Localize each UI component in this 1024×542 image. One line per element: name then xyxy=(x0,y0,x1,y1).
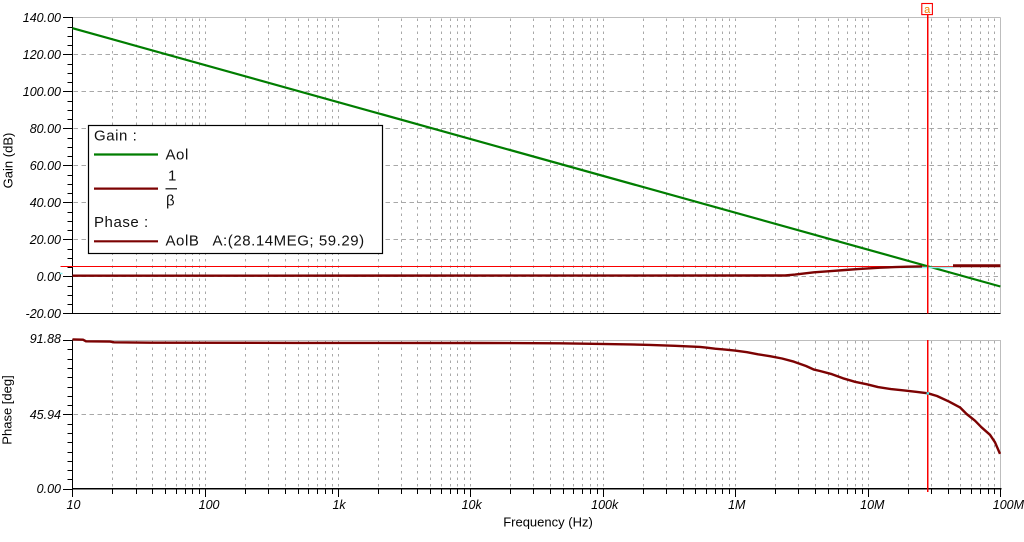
svg-text:-20.00: -20.00 xyxy=(26,307,61,321)
svg-text:60.00: 60.00 xyxy=(30,159,61,173)
svg-text:a: a xyxy=(924,4,931,16)
svg-text:20.00: 20.00 xyxy=(29,233,61,247)
svg-text:Phase :: Phase : xyxy=(94,214,149,231)
svg-text:91.88: 91.88 xyxy=(30,332,61,346)
svg-text:10: 10 xyxy=(67,498,81,512)
svg-text:1: 1 xyxy=(168,168,177,185)
svg-text:β: β xyxy=(166,192,175,209)
svg-text:40.00: 40.00 xyxy=(30,196,61,210)
svg-text:Frequency (Hz): Frequency (Hz) xyxy=(503,515,593,530)
svg-text:45.94: 45.94 xyxy=(30,408,61,422)
svg-text:0.00: 0.00 xyxy=(37,482,61,496)
svg-text:100k: 100k xyxy=(591,498,619,512)
svg-text:0.00: 0.00 xyxy=(37,270,61,284)
svg-text:100: 100 xyxy=(199,498,220,512)
svg-text:140.00: 140.00 xyxy=(23,11,61,25)
svg-text:100M: 100M xyxy=(993,498,1024,512)
svg-text:10M: 10M xyxy=(860,498,885,512)
svg-text:Aol: Aol xyxy=(166,147,189,164)
svg-text:120.00: 120.00 xyxy=(23,48,61,62)
svg-text:A:(28.14MEG; 59.29): A:(28.14MEG; 59.29) xyxy=(213,232,365,249)
svg-text:10k: 10k xyxy=(462,498,483,512)
svg-text:100.00: 100.00 xyxy=(23,85,61,99)
svg-text:Phase [deg]: Phase [deg] xyxy=(0,375,15,444)
svg-text:80.00: 80.00 xyxy=(30,122,61,136)
svg-text:1k: 1k xyxy=(332,498,346,512)
svg-text:1M: 1M xyxy=(728,498,746,512)
svg-text:Gain :: Gain : xyxy=(94,127,137,144)
svg-text:Gain (dB): Gain (dB) xyxy=(1,133,16,189)
svg-text:AolB: AolB xyxy=(166,232,200,249)
